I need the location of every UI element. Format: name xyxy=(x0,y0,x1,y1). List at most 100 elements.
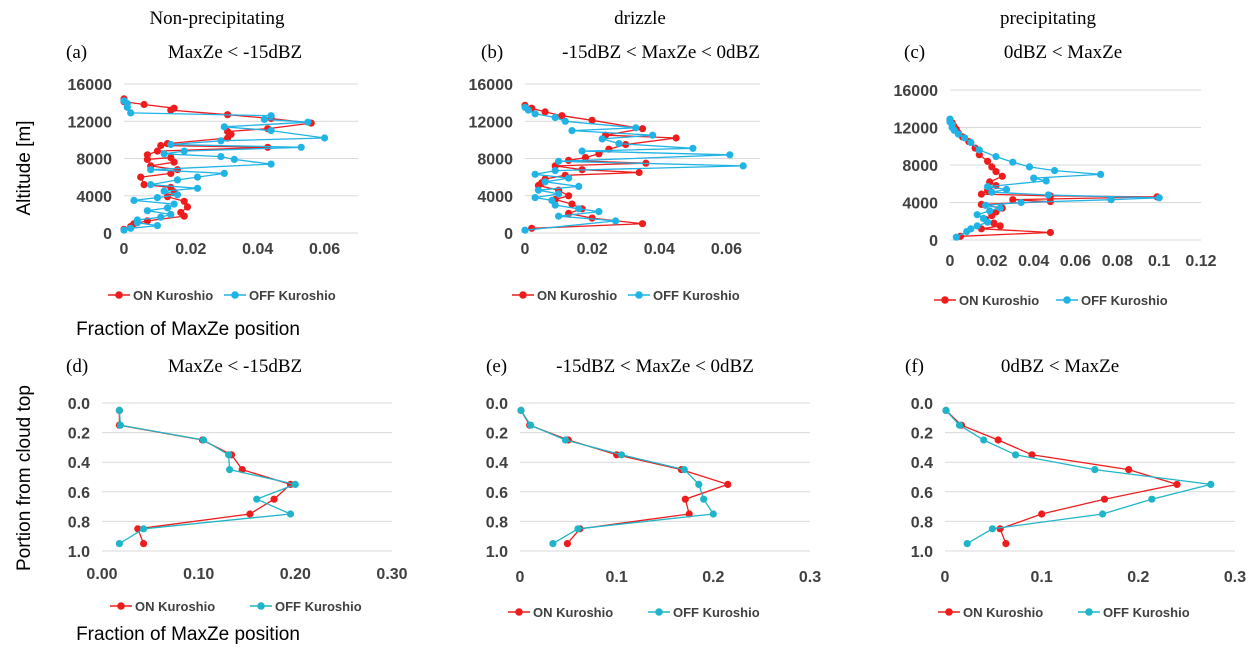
panel-letter: (a) xyxy=(66,42,87,63)
legend-label: ON Kuroshio xyxy=(133,288,213,303)
x-tick-label: 0.04 xyxy=(1018,253,1049,270)
x-tick-label: 0 xyxy=(941,569,950,586)
data-point-on xyxy=(996,525,1004,533)
data-point-off xyxy=(988,525,997,533)
legend: ON Kuroshio OFF Kuroshio xyxy=(934,293,1168,308)
data-point-on xyxy=(180,197,188,205)
data-point-off xyxy=(220,123,228,131)
data-point-off xyxy=(173,176,182,184)
data-point-off xyxy=(555,157,563,165)
data-point-on xyxy=(984,157,992,165)
data-point-off xyxy=(524,106,533,114)
panel-letter: (c) xyxy=(904,42,925,63)
data-point-off xyxy=(120,226,128,234)
data-point-off xyxy=(726,151,734,159)
x-tick-label: 0.3 xyxy=(799,569,821,586)
data-point-off xyxy=(565,174,573,182)
data-point-off xyxy=(531,194,539,202)
chart-panel-b: (b) -15dBZ < MaxZe < 0dBZ 0 4000 8000 12000 16… xyxy=(469,42,760,303)
data-point-off xyxy=(180,147,188,155)
data-point-off xyxy=(689,144,697,152)
data-point-on xyxy=(183,203,192,211)
data-point-off xyxy=(127,224,135,232)
x-tick-label: 0.2 xyxy=(702,569,724,586)
data-point-off xyxy=(1107,196,1115,204)
category-precipitating: precipitating xyxy=(1000,8,1097,29)
data-point-off xyxy=(140,525,148,533)
data-point-off xyxy=(551,167,559,175)
legend-marker xyxy=(257,602,265,610)
panel-letter: (b) xyxy=(481,42,503,63)
data-point-off xyxy=(575,205,583,213)
x-tick-label: 0.30 xyxy=(376,566,407,583)
data-point-off xyxy=(1044,191,1052,199)
data-point-off xyxy=(942,406,950,414)
data-point-on xyxy=(224,134,232,142)
data-point-on xyxy=(563,540,572,548)
data-point-off xyxy=(217,153,225,161)
x-tick-label: 0.1 xyxy=(606,569,628,586)
data-point-off xyxy=(1099,510,1107,518)
data-point-off xyxy=(954,130,963,138)
data-point-off xyxy=(1091,466,1099,474)
legend-label: ON Kuroshio xyxy=(537,288,617,303)
data-point-on xyxy=(638,125,647,133)
data-point-off xyxy=(575,182,583,190)
data-point-off xyxy=(649,131,657,139)
data-point-off xyxy=(167,210,175,218)
y-tick-label: 0.4 xyxy=(911,455,933,472)
data-point-on xyxy=(541,108,549,116)
data-point-on xyxy=(528,224,536,232)
data-point-on xyxy=(588,214,596,222)
x-tick-label: 0.20 xyxy=(280,566,311,583)
data-point-off xyxy=(541,178,549,186)
data-point-off xyxy=(1097,170,1105,178)
data-point-off xyxy=(130,196,138,204)
data-point-on xyxy=(996,222,1004,230)
data-point-off xyxy=(986,207,994,215)
x-tick-label: 0.02 xyxy=(577,241,608,258)
data-point-on xyxy=(1125,466,1133,474)
legend: ON Kuroshio OFF Kuroshio xyxy=(108,288,336,303)
data-point-on xyxy=(1002,540,1010,548)
legend-label: OFF Kuroshio xyxy=(249,288,336,303)
series-line-off xyxy=(520,410,715,545)
legend-marker xyxy=(115,291,123,299)
y-tick-label: 0 xyxy=(103,226,112,243)
legend-label: OFF Kuroshio xyxy=(653,288,740,303)
y-tick-label: 0.8 xyxy=(486,514,508,531)
data-point-off xyxy=(531,110,539,118)
panel-title: 0dBZ < MaxZe xyxy=(1004,42,1122,63)
data-point-off xyxy=(226,466,234,474)
x-tick-label: 0.04 xyxy=(242,241,273,258)
data-point-off xyxy=(157,213,165,221)
x-tick-label: 0.02 xyxy=(175,241,206,258)
data-point-off xyxy=(253,495,261,503)
data-point-off xyxy=(534,186,543,194)
data-point-on xyxy=(167,106,175,114)
data-point-off xyxy=(173,191,182,199)
data-point-off xyxy=(1155,194,1163,202)
data-point-on xyxy=(1009,196,1017,204)
y-tick-label: 0.0 xyxy=(486,396,508,413)
data-point-off xyxy=(561,436,570,444)
data-point-on xyxy=(1028,451,1036,459)
data-point-off xyxy=(963,540,971,548)
x-tick-label: 0.04 xyxy=(644,241,675,258)
chart-panel-f: (f) 0dBZ < MaxZe 0.0 0.2 0.4 0.6 0.8 1.0 0 0.1 0.2… xyxy=(905,356,1246,620)
data-point-off xyxy=(321,134,329,142)
data-point-off xyxy=(984,218,992,226)
y-tick-label: 0.8 xyxy=(911,514,933,531)
data-point-on xyxy=(1173,480,1181,488)
data-point-on xyxy=(246,510,254,518)
data-point-on xyxy=(672,134,680,142)
legend-marker xyxy=(1085,608,1093,616)
data-point-off xyxy=(230,155,238,163)
data-point-off xyxy=(961,134,969,142)
data-point-off xyxy=(680,466,688,474)
data-point-off xyxy=(578,147,586,155)
data-point-on xyxy=(568,200,576,208)
series-line-on xyxy=(945,409,1178,544)
data-point-on xyxy=(270,495,278,503)
y-tick-label: 4000 xyxy=(477,189,513,206)
